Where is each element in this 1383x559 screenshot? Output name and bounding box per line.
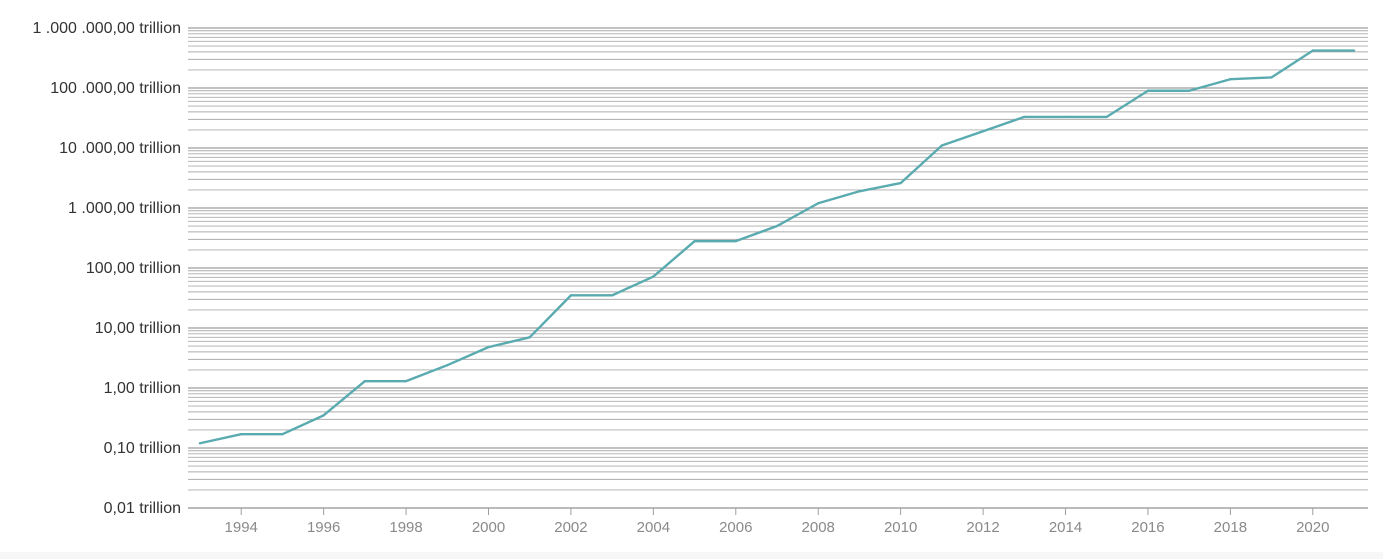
data-point	[940, 144, 944, 147]
data-point	[981, 130, 985, 133]
data-point	[322, 414, 325, 417]
data-point	[610, 294, 614, 297]
x-tick-label: 2008	[802, 519, 835, 536]
data-point	[1023, 115, 1026, 119]
x-tick-label: 2014	[1049, 519, 1082, 536]
data-point	[1146, 89, 1150, 92]
data-point	[775, 224, 779, 228]
data-point	[404, 379, 408, 383]
x-tick-label: 2010	[884, 519, 917, 536]
data-point	[363, 379, 367, 383]
data-point	[817, 202, 820, 205]
data-point	[569, 294, 573, 297]
y-tick-label: 100 .000,00 trillion	[50, 80, 181, 97]
x-tick-label: 1994	[225, 519, 258, 536]
x-axis-tick-labels: 1994 1996 1998 2000 2002 2004 2006 2008 2010 2012…	[225, 519, 1330, 536]
data-point	[1270, 76, 1273, 79]
y-tick-label: 10,00 trillion	[95, 320, 181, 337]
data-point	[240, 432, 243, 436]
x-tick-label: 2000	[472, 519, 505, 536]
data-point	[899, 181, 902, 185]
data-point	[1352, 49, 1356, 52]
data-point	[281, 432, 284, 436]
x-tick-label: 2018	[1214, 519, 1247, 536]
x-tick-label: 2002	[554, 519, 587, 536]
x-axis	[188, 507, 1368, 515]
data-point	[198, 442, 202, 445]
data-point	[1229, 78, 1232, 81]
x-tick-label: 2016	[1131, 519, 1164, 536]
x-tick-label: 2004	[637, 519, 670, 536]
data-point	[734, 239, 737, 243]
x-tick-label: 2012	[966, 519, 999, 536]
gridlines	[188, 27, 1368, 509]
y-tick-label: 0,10 trillion	[104, 440, 181, 457]
y-tick-label: 100,00 trillion	[86, 260, 181, 277]
data-point	[1064, 115, 1067, 119]
y-tick-label: 1 .000,00 trillion	[68, 200, 181, 217]
data-point	[693, 239, 696, 243]
data-point	[528, 336, 531, 339]
data-point	[1311, 49, 1314, 52]
data-point	[858, 190, 861, 193]
y-tick-label: 0,01 trillion	[104, 500, 181, 517]
y-tick-label: 10 .000,00 trillion	[59, 140, 181, 157]
series-line	[199, 49, 1354, 445]
data-point	[1105, 115, 1108, 119]
x-tick-label: 2006	[719, 519, 752, 536]
x-tick-label: 1996	[307, 519, 340, 536]
data-point	[1187, 89, 1191, 92]
data-point	[652, 275, 655, 278]
x-tick-label: 2020	[1296, 519, 1329, 536]
data-point	[446, 363, 449, 367]
y-tick-label: 1,00 trillion	[104, 380, 181, 397]
data-point	[487, 345, 490, 349]
series-layer	[198, 49, 1356, 445]
y-tick-label: 1 .000 .000,00 trillion	[32, 20, 181, 37]
y-axis-tick-labels: 1 .000 .000,00 trillion 100 .000,00 trill…	[32, 20, 181, 517]
x-tick-label: 1998	[389, 519, 422, 536]
